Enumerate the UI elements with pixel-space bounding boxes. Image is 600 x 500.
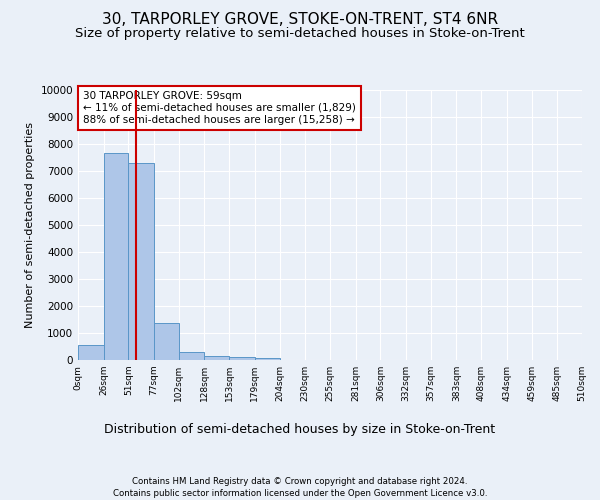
Bar (229, 357, 255, 360)
Bar (255, 358, 280, 360)
Text: Size of property relative to semi-detached houses in Stoke-on-Trent: Size of property relative to semi-detach… (75, 28, 525, 40)
Bar (179, 352, 205, 360)
Bar (78, 345, 104, 360)
Text: 30 TARPORLEY GROVE: 59sqm
← 11% of semi-detached houses are smaller (1,829)
88% : 30 TARPORLEY GROVE: 59sqm ← 11% of semi-… (83, 92, 356, 124)
Text: Contains HM Land Registry data © Crown copyright and database right 2024.: Contains HM Land Registry data © Crown c… (132, 478, 468, 486)
Bar (205, 356, 229, 360)
Bar (104, 154, 128, 360)
Text: Distribution of semi-detached houses by size in Stoke-on-Trent: Distribution of semi-detached houses by … (104, 422, 496, 436)
Bar (128, 164, 154, 360)
Text: 30, TARPORLEY GROVE, STOKE-ON-TRENT, ST4 6NR: 30, TARPORLEY GROVE, STOKE-ON-TRENT, ST4… (102, 12, 498, 28)
Bar (154, 324, 179, 360)
Text: Contains public sector information licensed under the Open Government Licence v3: Contains public sector information licen… (113, 489, 487, 498)
Y-axis label: Number of semi-detached properties: Number of semi-detached properties (25, 122, 35, 328)
